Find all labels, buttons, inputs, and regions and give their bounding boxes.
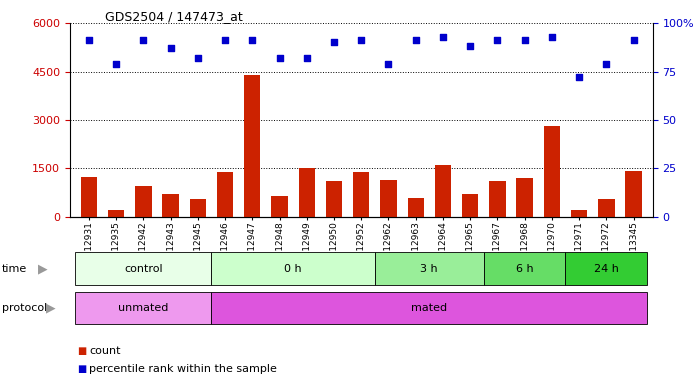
Text: ▶: ▶ bbox=[46, 302, 56, 314]
Point bbox=[138, 37, 149, 43]
Bar bbox=[190, 199, 206, 217]
Bar bbox=[598, 199, 614, 217]
Bar bbox=[244, 75, 260, 217]
Bar bbox=[517, 178, 533, 217]
Bar bbox=[435, 165, 451, 217]
Bar bbox=[353, 172, 369, 217]
Point bbox=[465, 43, 476, 50]
Text: ▶: ▶ bbox=[38, 262, 48, 275]
Point bbox=[547, 33, 558, 40]
Bar bbox=[544, 126, 560, 217]
Bar bbox=[108, 210, 124, 217]
Point bbox=[356, 37, 367, 43]
Text: unmated: unmated bbox=[118, 303, 168, 313]
Bar bbox=[272, 196, 288, 217]
Text: 3 h: 3 h bbox=[420, 263, 438, 274]
Bar bbox=[625, 171, 641, 217]
Text: protocol: protocol bbox=[2, 303, 47, 313]
Text: GDS2504 / 147473_at: GDS2504 / 147473_at bbox=[105, 10, 242, 23]
Point bbox=[383, 61, 394, 67]
Text: time: time bbox=[2, 263, 27, 274]
Point bbox=[628, 37, 639, 43]
Text: 6 h: 6 h bbox=[516, 263, 533, 274]
Point bbox=[192, 55, 203, 61]
Point bbox=[83, 37, 94, 43]
Point bbox=[165, 45, 176, 51]
Bar bbox=[380, 180, 396, 217]
Text: percentile rank within the sample: percentile rank within the sample bbox=[89, 364, 277, 374]
Bar bbox=[489, 181, 505, 217]
Bar bbox=[299, 169, 315, 217]
Point bbox=[519, 37, 530, 43]
Text: ■: ■ bbox=[77, 346, 86, 356]
Bar bbox=[326, 181, 342, 217]
Point bbox=[219, 37, 230, 43]
Point bbox=[438, 33, 449, 40]
Bar bbox=[462, 194, 478, 217]
Bar bbox=[135, 186, 151, 217]
Point bbox=[274, 55, 285, 61]
Point bbox=[492, 37, 503, 43]
Bar bbox=[408, 198, 424, 217]
Point bbox=[110, 61, 121, 67]
Text: 24 h: 24 h bbox=[594, 263, 618, 274]
Point bbox=[574, 74, 585, 80]
Text: mated: mated bbox=[411, 303, 447, 313]
Bar bbox=[571, 210, 587, 217]
Text: control: control bbox=[124, 263, 163, 274]
Point bbox=[328, 40, 339, 46]
Point bbox=[301, 55, 312, 61]
Text: ■: ■ bbox=[77, 364, 86, 374]
Bar bbox=[217, 172, 233, 217]
Bar bbox=[81, 177, 97, 217]
Text: 0 h: 0 h bbox=[284, 263, 302, 274]
Text: count: count bbox=[89, 346, 121, 356]
Point bbox=[410, 37, 422, 43]
Bar bbox=[163, 194, 179, 217]
Point bbox=[246, 37, 258, 43]
Point bbox=[601, 61, 612, 67]
